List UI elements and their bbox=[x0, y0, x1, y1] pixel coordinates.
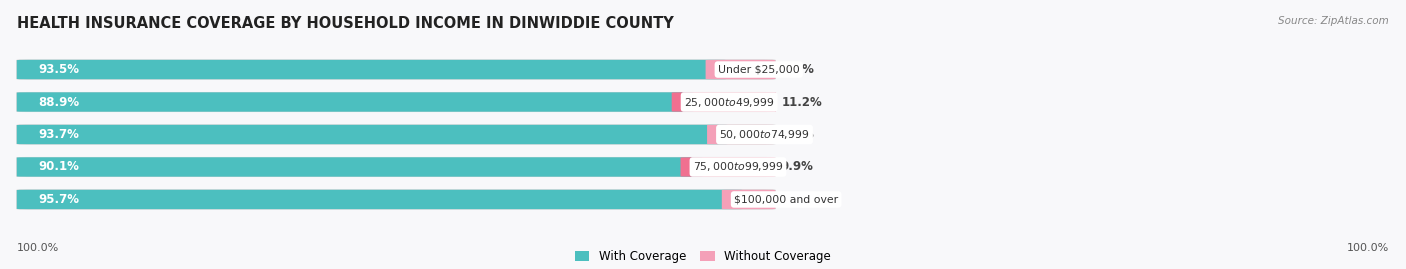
FancyBboxPatch shape bbox=[672, 92, 776, 112]
Text: Under $25,000: Under $25,000 bbox=[718, 65, 800, 75]
FancyBboxPatch shape bbox=[17, 125, 775, 144]
Text: Source: ZipAtlas.com: Source: ZipAtlas.com bbox=[1278, 16, 1389, 26]
FancyBboxPatch shape bbox=[17, 92, 693, 112]
Text: 100.0%: 100.0% bbox=[17, 243, 59, 253]
Text: $25,000 to $49,999: $25,000 to $49,999 bbox=[683, 95, 775, 108]
Text: 93.7%: 93.7% bbox=[38, 128, 80, 141]
FancyBboxPatch shape bbox=[17, 190, 775, 209]
Text: 4.3%: 4.3% bbox=[780, 193, 814, 206]
Text: 95.7%: 95.7% bbox=[38, 193, 80, 206]
Text: 6.5%: 6.5% bbox=[780, 63, 814, 76]
Text: 93.5%: 93.5% bbox=[38, 63, 80, 76]
FancyBboxPatch shape bbox=[17, 60, 727, 79]
Text: 11.2%: 11.2% bbox=[782, 95, 823, 108]
FancyBboxPatch shape bbox=[17, 125, 728, 144]
FancyBboxPatch shape bbox=[17, 92, 775, 112]
Legend: With Coverage, Without Coverage: With Coverage, Without Coverage bbox=[575, 250, 831, 263]
FancyBboxPatch shape bbox=[17, 157, 775, 177]
FancyBboxPatch shape bbox=[681, 157, 775, 177]
FancyBboxPatch shape bbox=[706, 60, 775, 79]
FancyBboxPatch shape bbox=[17, 157, 703, 177]
Text: 90.1%: 90.1% bbox=[38, 161, 80, 174]
Text: 100.0%: 100.0% bbox=[1347, 243, 1389, 253]
Text: 6.3%: 6.3% bbox=[780, 128, 814, 141]
Text: HEALTH INSURANCE COVERAGE BY HOUSEHOLD INCOME IN DINWIDDIE COUNTY: HEALTH INSURANCE COVERAGE BY HOUSEHOLD I… bbox=[17, 16, 673, 31]
Text: $75,000 to $99,999: $75,000 to $99,999 bbox=[693, 161, 783, 174]
FancyBboxPatch shape bbox=[721, 190, 775, 209]
FancyBboxPatch shape bbox=[17, 60, 775, 79]
Text: $100,000 and over: $100,000 and over bbox=[734, 194, 838, 204]
Text: 9.9%: 9.9% bbox=[780, 161, 814, 174]
FancyBboxPatch shape bbox=[17, 190, 744, 209]
FancyBboxPatch shape bbox=[707, 125, 775, 144]
Text: $50,000 to $74,999: $50,000 to $74,999 bbox=[720, 128, 810, 141]
Text: 88.9%: 88.9% bbox=[38, 95, 80, 108]
